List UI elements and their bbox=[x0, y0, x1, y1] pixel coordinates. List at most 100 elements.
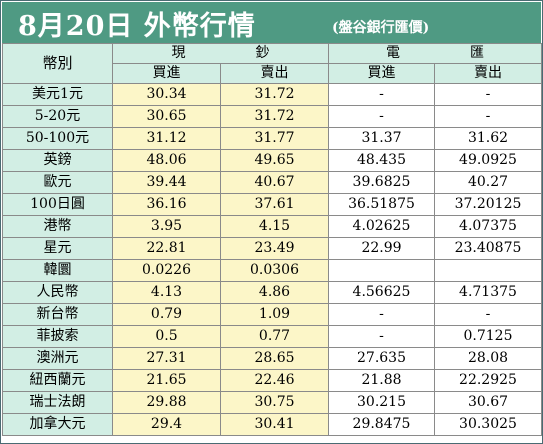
table-row: 100日圓 36.16 37.61 36.51875 37.20125 bbox=[2, 193, 542, 216]
wire-buy-value: 21.88 bbox=[328, 369, 435, 392]
cash-buy-value: 4.13 bbox=[112, 281, 221, 304]
cash-sell-header: 賣出 bbox=[220, 63, 329, 84]
currency-name: 港幣 bbox=[2, 215, 113, 238]
cash-sell-value: 30.75 bbox=[220, 391, 329, 414]
wire-buy-value: 27.635 bbox=[328, 347, 435, 370]
cash-buy-value: 0.5 bbox=[112, 325, 221, 348]
currency-name: 韓圜 bbox=[2, 259, 113, 282]
currency-name: 50-100元 bbox=[2, 127, 113, 150]
wire-sell-value: 0.7125 bbox=[434, 325, 542, 348]
wire-sell-value: 40.27 bbox=[434, 171, 542, 194]
currency-name: 美元1元 bbox=[2, 83, 113, 106]
table-row: 紐西蘭元 21.65 22.46 21.88 22.2925 bbox=[2, 369, 542, 392]
cash-sell-value: 30.41 bbox=[220, 413, 329, 436]
wire-buy-value: - bbox=[328, 325, 435, 348]
cash-buy-value: 21.65 bbox=[112, 369, 221, 392]
header-row-sub: 買進 賣出 買進 賣出 bbox=[3, 63, 542, 84]
table-row: 50-100元 31.12 31.77 31.37 31.62 bbox=[2, 127, 542, 150]
cash-buy-value: 3.95 bbox=[112, 215, 221, 238]
currency-name: 5-20元 bbox=[2, 105, 113, 128]
wire-sell-value: 37.20125 bbox=[434, 193, 542, 216]
currency-name: 菲披索 bbox=[2, 325, 113, 348]
cash-buy-value: 22.81 bbox=[112, 237, 221, 260]
cash-sell-value: 28.65 bbox=[220, 347, 329, 370]
cash-header: 現 鈔 bbox=[112, 43, 329, 64]
wire-sell-value: 49.0925 bbox=[434, 149, 542, 172]
cash-buy-value: 29.88 bbox=[112, 391, 221, 414]
cash-sell-value: 31.72 bbox=[220, 83, 329, 106]
currency-name: 歐元 bbox=[2, 171, 113, 194]
wire-buy-value: 4.02625 bbox=[328, 215, 435, 238]
page-subtitle: (盤谷銀行匯價) bbox=[332, 20, 430, 36]
exchange-rate-table: 幣別 現 鈔 電 匯 買進 賣出 買進 賣出 美元1元 30.34 31.72- -5… bbox=[2, 43, 542, 436]
page-title: 8月20日 外幣行情 bbox=[18, 11, 256, 42]
wire-sell-header: 賣出 bbox=[434, 63, 542, 84]
title-bar: 8月20日 外幣行情 (盤谷銀行匯價) bbox=[2, 2, 541, 43]
cash-buy-value: 31.12 bbox=[112, 127, 221, 150]
wire-sell-value: 22.2925 bbox=[434, 369, 542, 392]
cash-sell-value: 31.77 bbox=[220, 127, 329, 150]
wire-sell-value: 23.40875 bbox=[434, 237, 542, 260]
wire-sell-value: 31.62 bbox=[434, 127, 542, 150]
cash-buy-value: 29.4 bbox=[112, 413, 221, 436]
cash-sell-value: 22.46 bbox=[220, 369, 329, 392]
currency-name: 新台幣 bbox=[2, 303, 113, 326]
currency-name: 瑞士法朗 bbox=[2, 391, 113, 414]
wire-buy-value: 29.8475 bbox=[328, 413, 435, 436]
cash-buy-value: 30.65 bbox=[112, 105, 221, 128]
currency-name: 加拿大元 bbox=[2, 413, 113, 436]
wire-buy-value: - bbox=[328, 303, 435, 326]
table-row: 加拿大元 29.4 30.41 29.8475 30.3025 bbox=[2, 413, 542, 436]
table-row: 人民幣 4.13 4.86 4.56625 4.71375 bbox=[2, 281, 542, 304]
table-row: 韓圜 0.0226 0.0306 bbox=[2, 259, 542, 282]
cash-sell-value: 49.65 bbox=[220, 149, 329, 172]
wire-buy-value: 48.435 bbox=[328, 149, 435, 172]
wire-buy-value: - bbox=[328, 105, 435, 128]
table-row: 澳洲元 27.31 28.65 27.635 28.08 bbox=[2, 347, 542, 370]
table-row: 新台幣 0.79 1.09- - bbox=[2, 303, 542, 326]
cash-buy-value: 39.44 bbox=[112, 171, 221, 194]
wire-sell-value: 4.71375 bbox=[434, 281, 542, 304]
table-row: 英鎊 48.06 49.65 48.435 49.0925 bbox=[2, 149, 542, 172]
cash-sell-value: 0.0306 bbox=[220, 259, 329, 282]
wire-buy-header: 買進 bbox=[328, 63, 435, 84]
currency-name: 澳洲元 bbox=[2, 347, 113, 370]
wire-buy-value: 30.215 bbox=[328, 391, 435, 414]
header-row-top: 幣別 現 鈔 電 匯 bbox=[2, 43, 542, 84]
wire-header: 電 匯 bbox=[328, 43, 542, 64]
table-row: 港幣 3.95 4.15 4.02625 4.07375 bbox=[2, 215, 542, 238]
cash-buy-value: 36.16 bbox=[112, 193, 221, 216]
cash-buy-value: 0.0226 bbox=[112, 259, 221, 282]
cash-sell-value: 23.49 bbox=[220, 237, 329, 260]
wire-buy-value: 31.37 bbox=[328, 127, 435, 150]
wire-sell-value: - bbox=[434, 303, 542, 326]
wire-buy-value bbox=[328, 259, 435, 282]
wire-buy-value: 4.56625 bbox=[328, 281, 435, 304]
currency-name: 星元 bbox=[2, 237, 113, 260]
table-row: 5-20元 30.65 31.72- - bbox=[2, 105, 542, 128]
cash-sell-value: 1.09 bbox=[220, 303, 329, 326]
wire-sell-value: - bbox=[434, 83, 542, 106]
currency-name: 人民幣 bbox=[2, 281, 113, 304]
table-row: 歐元 39.44 40.67 39.6825 40.27 bbox=[2, 171, 542, 194]
wire-buy-value: 22.99 bbox=[328, 237, 435, 260]
wire-sell-value: 30.67 bbox=[434, 391, 542, 414]
table-row: 星元 22.81 23.49 22.99 23.40875 bbox=[2, 237, 542, 260]
wire-buy-value: - bbox=[328, 83, 435, 106]
cash-buy-value: 48.06 bbox=[112, 149, 221, 172]
table-row: 美元1元 30.34 31.72- - bbox=[2, 83, 542, 106]
cash-buy-header: 買進 bbox=[112, 63, 221, 84]
cash-sell-value: 0.77 bbox=[220, 325, 329, 348]
wire-buy-value: 39.6825 bbox=[328, 171, 435, 194]
cash-sell-value: 4.15 bbox=[220, 215, 329, 238]
cash-buy-value: 27.31 bbox=[112, 347, 221, 370]
currency-name: 紐西蘭元 bbox=[2, 369, 113, 392]
cash-buy-value: 30.34 bbox=[112, 83, 221, 106]
currency-name: 英鎊 bbox=[2, 149, 113, 172]
cash-sell-value: 40.67 bbox=[220, 171, 329, 194]
cash-sell-value: 37.61 bbox=[220, 193, 329, 216]
cash-buy-value: 0.79 bbox=[112, 303, 221, 326]
currency-name: 100日圓 bbox=[2, 193, 113, 216]
wire-buy-value: 36.51875 bbox=[328, 193, 435, 216]
